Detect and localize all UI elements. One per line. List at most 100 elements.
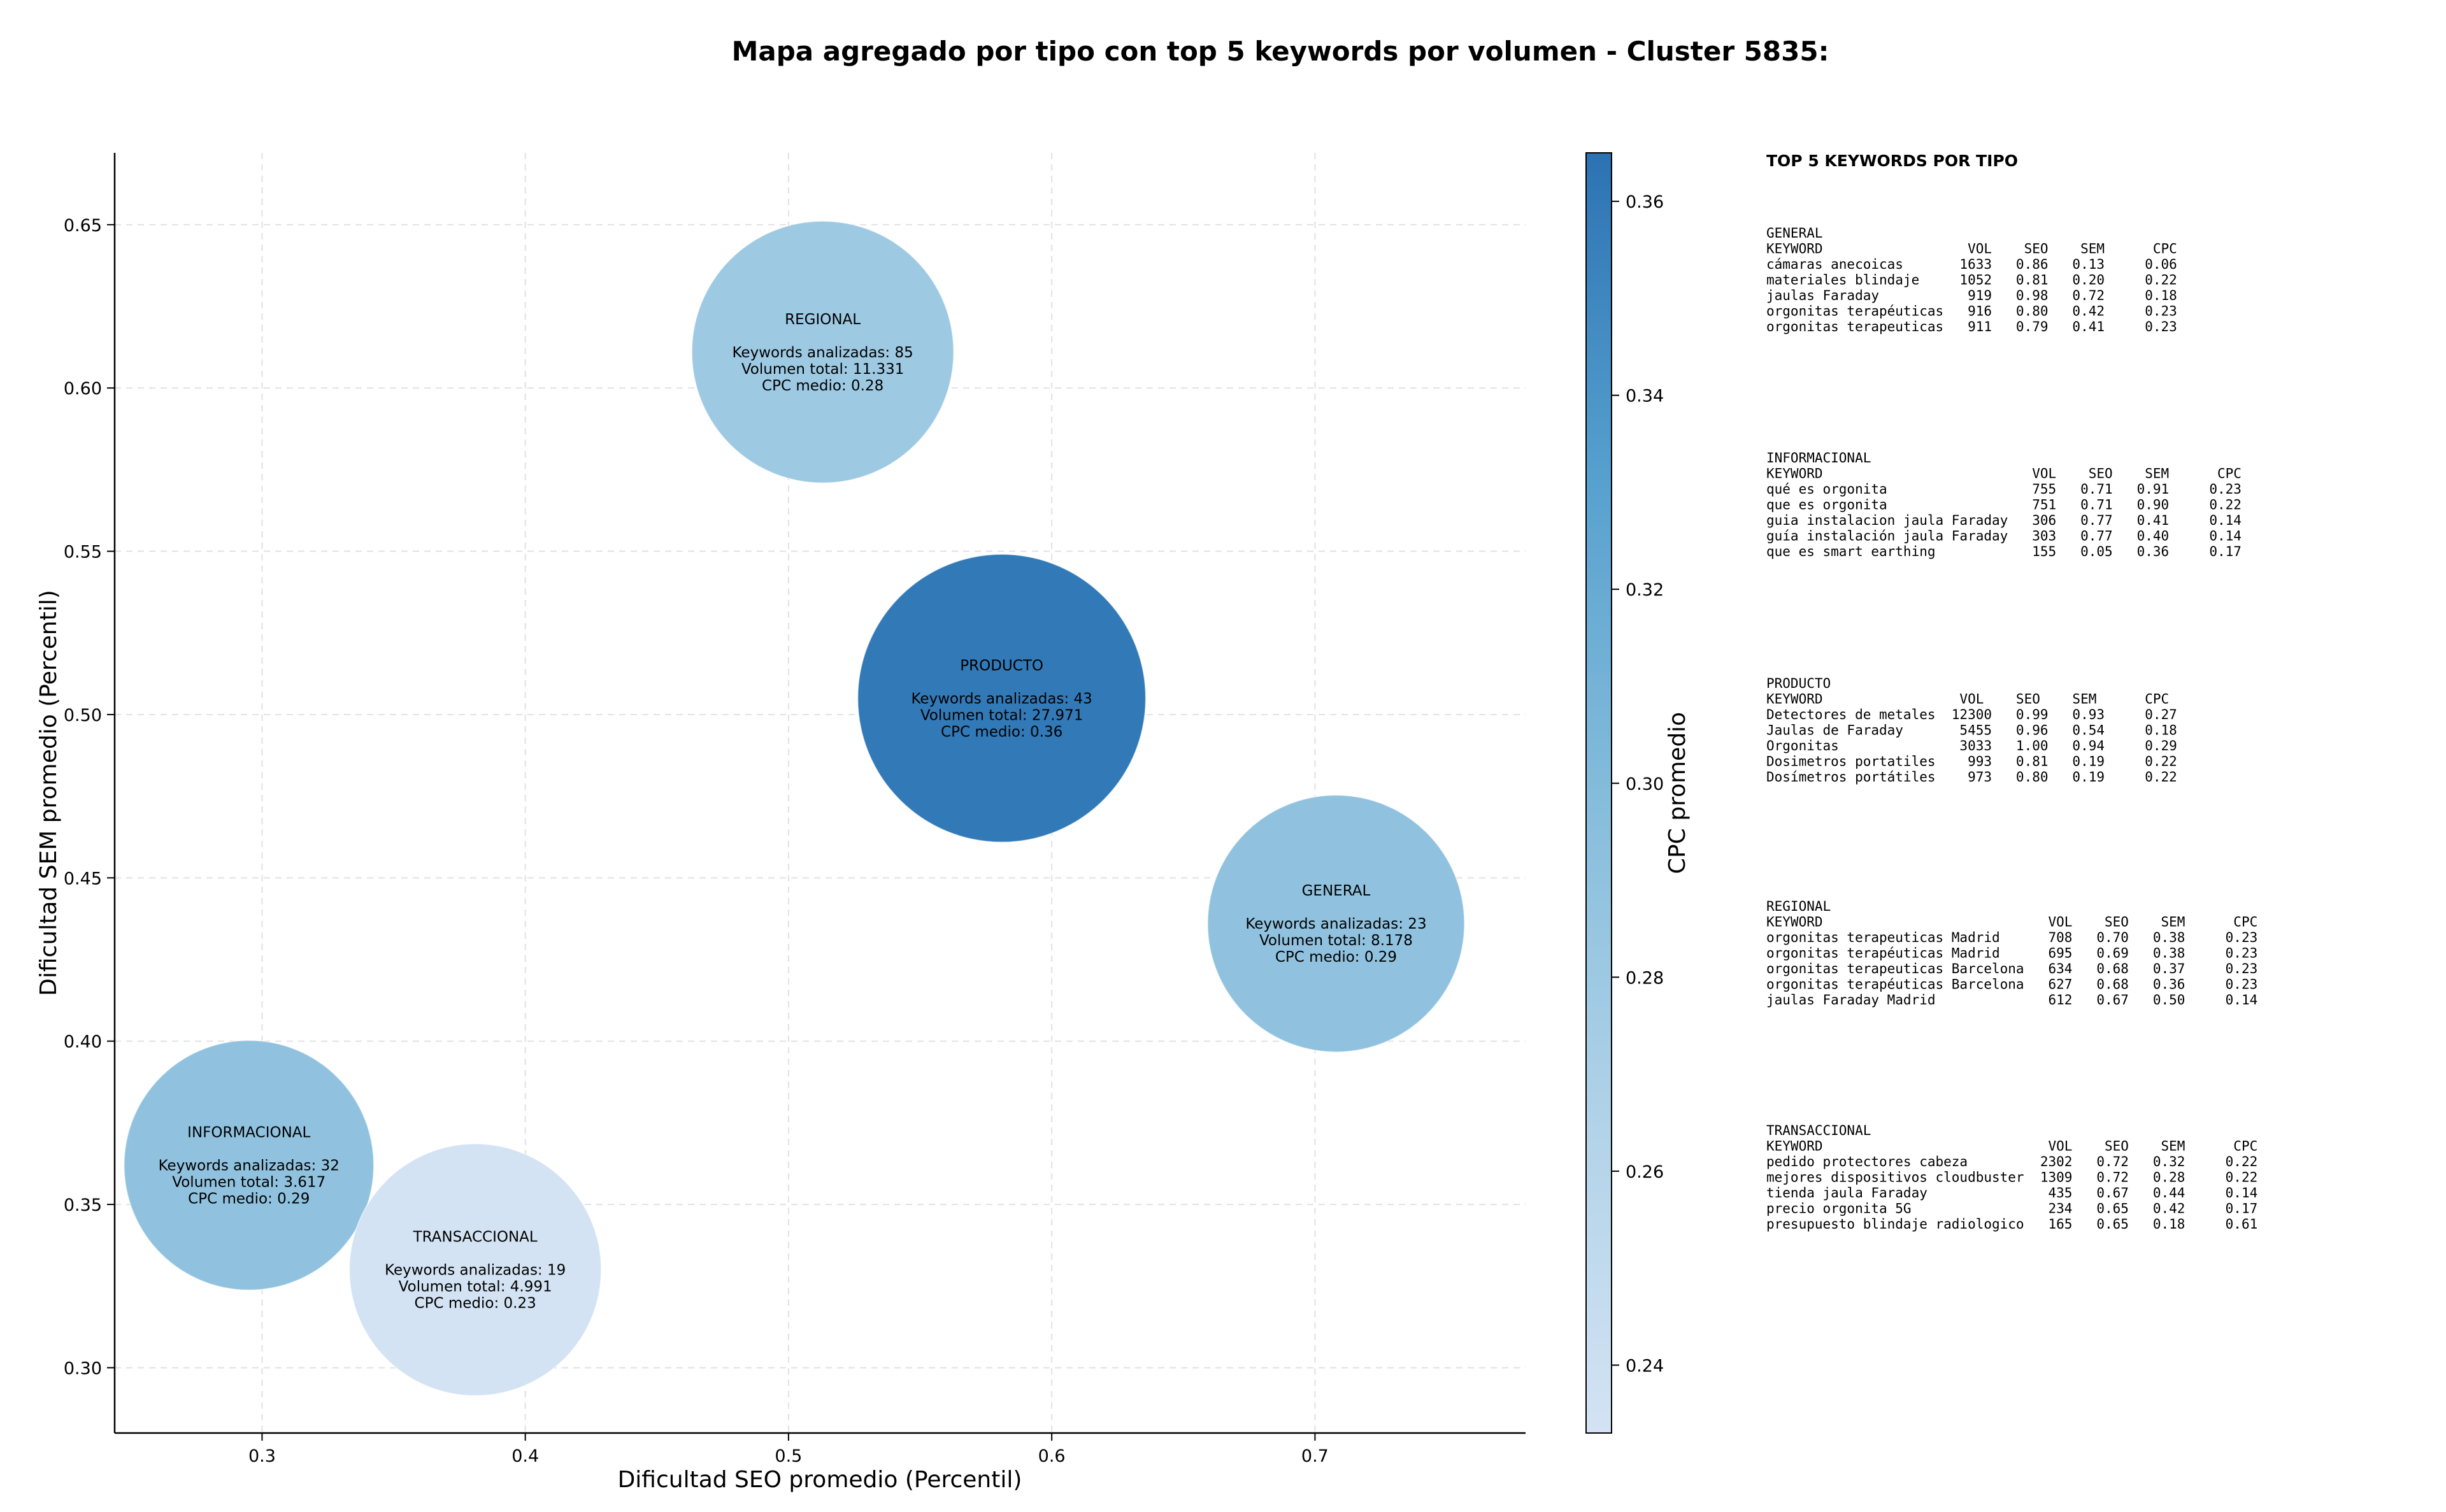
- bubble-label-line: Keywords analizadas: 32: [159, 1158, 340, 1174]
- axes: [113, 153, 1526, 1434]
- bubble-label-line: GENERAL: [1302, 883, 1371, 899]
- x-tick-label: 0.5: [775, 1446, 802, 1466]
- colorbar: 0.24 0.26 0.28 0.30 0.32 0.34 0.36 CPC promedi…: [1585, 152, 1691, 1434]
- colorbar-label: CPC promedio: [1664, 712, 1691, 874]
- bubble-label-line: Volumen total: 3.617: [172, 1174, 325, 1191]
- x-tick-label: 0.4: [511, 1446, 539, 1466]
- bubble-label-line: REGIONAL: [785, 311, 861, 328]
- y-tick-label: 0.30: [64, 1359, 102, 1378]
- panel-block-line: mejores dispositivos cloudbuster 1309 0.…: [1766, 1170, 2257, 1185]
- bubble-label-line: CPC medio: 0.36: [941, 724, 1062, 740]
- bubble-circle: [348, 1143, 602, 1397]
- bubble-label-line: Volumen total: 4.991: [399, 1279, 552, 1295]
- panel-block-heading: PRODUCTO: [1766, 676, 1831, 691]
- panel-block-line: KEYWORD VOL SEO SEM CPC: [1766, 915, 2257, 930]
- panel-block-line: Detectores de metales 12300 0.99 0.93 0.…: [1766, 707, 2177, 722]
- y-ticks: 0.30 0.35 0.40 0.45 0.50 0.55 0.60 0.65: [64, 216, 115, 1378]
- panel-block-line: pedido protectores cabeza 2302 0.72 0.32…: [1766, 1154, 2257, 1169]
- panel-title: TOP 5 KEYWORDS POR TIPO: [1766, 152, 2018, 170]
- bubble-label-line: CPC medio: 0.28: [762, 378, 883, 394]
- panel-block-line: materiales blindaje 1052 0.81 0.20 0.22: [1766, 273, 2177, 288]
- colorbar-tick-label: 0.34: [1626, 387, 1664, 406]
- panel-block-line: precio orgonita 5G 234 0.65 0.42 0.17: [1766, 1201, 2257, 1216]
- colorbar-tick-label: 0.26: [1626, 1162, 1664, 1182]
- y-tick-label: 0.35: [64, 1195, 102, 1215]
- y-tick-label: 0.45: [64, 869, 102, 888]
- panel-block-line: orgonitas terapéuticas 916 0.80 0.42 0.2…: [1766, 304, 2177, 319]
- bubble-label-line: Keywords analizadas: 43: [912, 690, 1092, 707]
- y-axis-label: Dificultad SEM promedio (Percentil): [36, 590, 62, 996]
- bubble-label-line: Keywords analizadas: 23: [1245, 916, 1426, 932]
- x-tick-label: 0.3: [248, 1446, 276, 1466]
- panel-block-line: KEYWORD VOL SEO SEM CPC: [1766, 241, 2177, 257]
- panel-block-line: KEYWORD VOL SEO SEM CPC: [1766, 466, 2242, 481]
- bubble-label-line: CPC medio: 0.23: [415, 1295, 536, 1312]
- panel-block-line: presupuesto blindaje radiologico 165 0.6…: [1766, 1216, 2257, 1232]
- panel-block-heading: GENERAL: [1766, 225, 1823, 241]
- panel-block-line: guía instalación jaula Faraday 303 0.77 …: [1766, 529, 2242, 544]
- bubble-label-line: Volumen total: 27.971: [920, 707, 1084, 724]
- panel-block-line: cámaras anecoicas 1633 0.86 0.13 0.06: [1766, 257, 2177, 272]
- x-tick-label: 0.7: [1301, 1446, 1329, 1466]
- panel-block-line: guia instalacion jaula Faraday 306 0.77 …: [1766, 513, 2242, 528]
- bubble-circle: [124, 1039, 375, 1291]
- y-tick-label: 0.55: [64, 543, 102, 562]
- panel-block-line: qué es orgonita 755 0.71 0.91 0.23: [1766, 481, 2242, 497]
- bubble-label-line: Keywords analizadas: 85: [733, 345, 913, 361]
- y-tick-label: 0.50: [64, 706, 102, 725]
- colorbar-tick-label: 0.28: [1626, 968, 1664, 988]
- bubble-circle: [1207, 794, 1465, 1053]
- panel-block-heading: REGIONAL: [1766, 899, 1831, 914]
- panel-block-line: orgonitas terapeuticas Madrid 708 0.70 0…: [1766, 930, 2257, 945]
- y-tick-label: 0.60: [64, 379, 102, 399]
- panel-block-line: Dosímetros portátiles 973 0.80 0.19 0.22: [1766, 769, 2177, 785]
- bubble-transaccional: TRANSACCIONAL Keywords analizadas: 19Volu…: [348, 1143, 602, 1397]
- bubble-label-line: CPC medio: 0.29: [188, 1191, 310, 1208]
- bubble-label-line: Keywords analizadas: 19: [385, 1262, 566, 1279]
- y-tick-label: 0.40: [64, 1032, 102, 1052]
- panel-block-line: orgonitas terapéuticas Madrid 695 0.69 0…: [1766, 946, 2257, 961]
- chart-title: Mapa agregado por tipo con top 5 keyword…: [732, 36, 1829, 67]
- panel-block-line: Dosimetros portatiles 993 0.81 0.19 0.22: [1766, 754, 2177, 769]
- x-axis-label: Dificultad SEO promedio (Percentil): [618, 1467, 1022, 1493]
- panel-block-line: que es smart earthing 155 0.05 0.36 0.17: [1766, 544, 2242, 559]
- panel-block-line: Orgonitas 3033 1.00 0.94 0.29: [1766, 738, 2177, 753]
- panel-block-line: jaulas Faraday Madrid 612 0.67 0.50 0.14: [1766, 992, 2257, 1008]
- colorbar-tick-label: 0.24: [1626, 1356, 1664, 1376]
- panel-block-heading: INFORMACIONAL: [1766, 450, 1871, 466]
- x-ticks: 0.3 0.4 0.5 0.6 0.7: [248, 1433, 1329, 1466]
- bubble-label-line: PRODUCTO: [960, 657, 1043, 674]
- panel-block-line: que es orgonita 751 0.71 0.90 0.22: [1766, 497, 2242, 513]
- panel-block-line: KEYWORD VOL SEO SEM CPC: [1766, 1139, 2257, 1154]
- panel-block-heading: TRANSACCIONAL: [1766, 1123, 1871, 1138]
- bubble-circle: [857, 553, 1147, 843]
- colorbar-gradient: [1585, 152, 1612, 1434]
- bubble-label-line: Volumen total: 11.331: [741, 361, 905, 378]
- panel-block-line: KEYWORD VOL SEO SEM CPC: [1766, 692, 2169, 707]
- panel-block-line: tienda jaula Faraday 435 0.67 0.44 0.14: [1766, 1185, 2257, 1201]
- panel-block-line: orgonitas terapéuticas Barcelona 627 0.6…: [1766, 977, 2257, 992]
- bubble-circle: [691, 220, 954, 484]
- colorbar-ticks: 0.24 0.26 0.28 0.30 0.32 0.34 0.36: [1612, 192, 1664, 1376]
- colorbar-tick-label: 0.30: [1626, 774, 1664, 794]
- panel-block-line: orgonitas terapeuticas Barcelona 634 0.6…: [1766, 961, 2257, 976]
- bubble-label-line: CPC medio: 0.29: [1275, 949, 1397, 966]
- x-tick-label: 0.6: [1038, 1446, 1066, 1466]
- bubble-label-line: Volumen total: 8.178: [1259, 932, 1413, 949]
- panel-block-line: orgonitas terapeuticas 911 0.79 0.41 0.2…: [1766, 319, 2177, 334]
- bubble-label-line: INFORMACIONAL: [187, 1125, 310, 1141]
- colorbar-tick-label: 0.36: [1626, 192, 1664, 212]
- colorbar-tick-label: 0.32: [1626, 580, 1664, 600]
